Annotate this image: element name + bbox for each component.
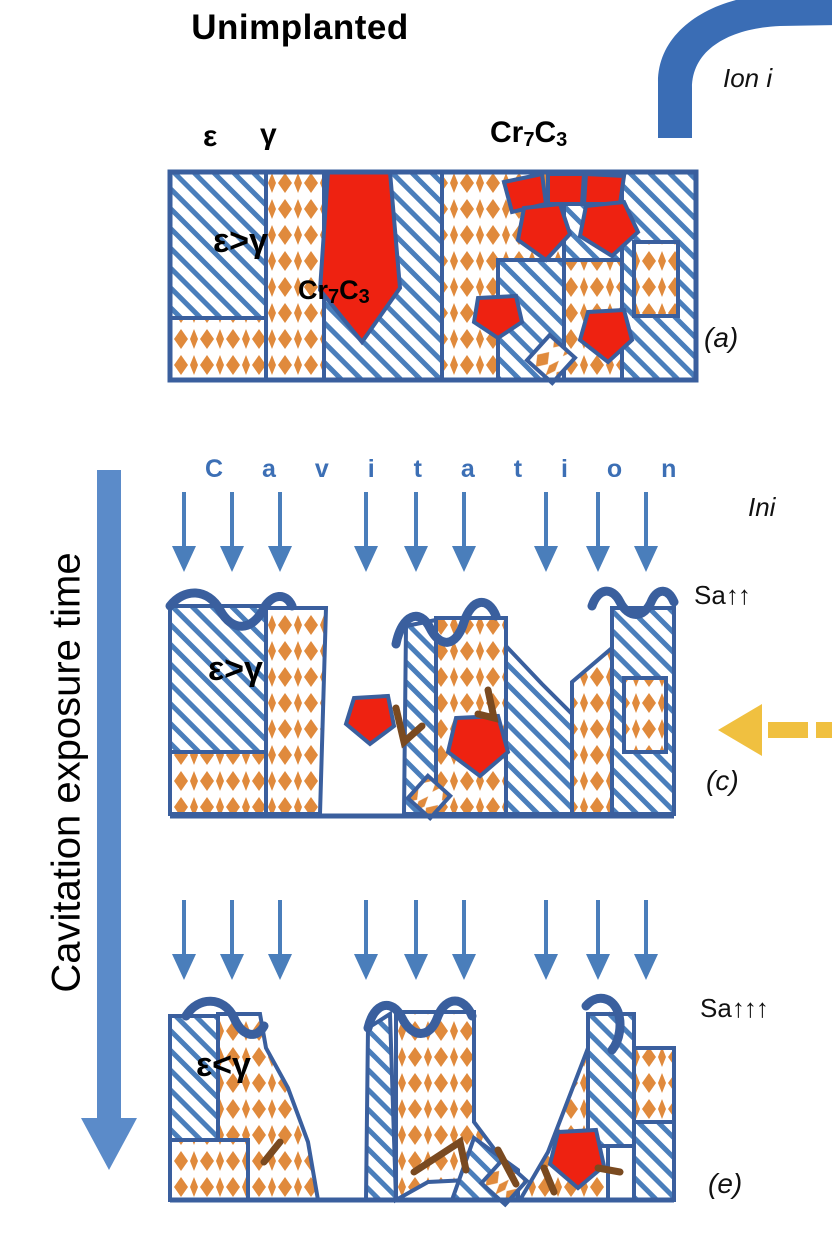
page-title: Unimplanted bbox=[191, 8, 409, 47]
panel-e-letter: (e) bbox=[708, 1168, 743, 1199]
c-text: C bbox=[339, 275, 359, 305]
panel-c-letter: (c) bbox=[706, 765, 739, 796]
label-cr7c3-phase: Cr7C3 bbox=[490, 116, 567, 152]
time-axis-arrow bbox=[81, 470, 137, 1170]
panel-a-letter: (a) bbox=[704, 322, 739, 353]
panel-a-carbide-label: Cr7C3 bbox=[298, 275, 370, 309]
cr-sub-7: 7 bbox=[523, 129, 535, 151]
sa-up-arrows-icon: ↑↑↑ bbox=[731, 993, 769, 1023]
ion-implantation-arrow bbox=[640, 0, 832, 140]
panel-c-roughness-label: Sa↑↑ bbox=[694, 580, 751, 611]
panel-e-heavily-eroded bbox=[168, 992, 708, 1212]
panel-e-phase-relation: ε<γ bbox=[196, 1046, 251, 1084]
sa-up-arrows-icon: ↑↑ bbox=[725, 580, 751, 610]
cr-sub-7: 7 bbox=[328, 286, 340, 308]
cavitation-arrows-group-c bbox=[168, 492, 698, 574]
cr-text: Cr bbox=[298, 275, 329, 305]
c-sub-3: 3 bbox=[358, 286, 370, 308]
panel-e-roughness-label: Sa↑↑↑ bbox=[700, 993, 769, 1024]
cr-text: Cr bbox=[490, 116, 524, 149]
panel-c-eroded bbox=[165, 586, 708, 826]
cavitation-arrows-group-e bbox=[168, 900, 698, 982]
sa-text: Sa bbox=[694, 580, 726, 610]
sa-text: Sa bbox=[700, 993, 732, 1023]
process-link-arrow-icon bbox=[718, 700, 832, 760]
c-text: C bbox=[534, 116, 557, 149]
ion-implantation-label: Ion i bbox=[723, 63, 773, 93]
c-sub-3: 3 bbox=[556, 129, 568, 151]
panel-c-phase-relation: ε>γ bbox=[208, 650, 263, 688]
initial-note-label: Ini bbox=[748, 492, 776, 522]
panel-a-phase-relation: ε>γ bbox=[213, 222, 268, 260]
label-gamma-phase: γ bbox=[260, 118, 277, 151]
panel-a-unimplanted bbox=[167, 169, 699, 386]
cavitation-label: C a v i t a t i o n bbox=[205, 455, 693, 483]
label-epsilon-phase: ε bbox=[203, 120, 218, 153]
